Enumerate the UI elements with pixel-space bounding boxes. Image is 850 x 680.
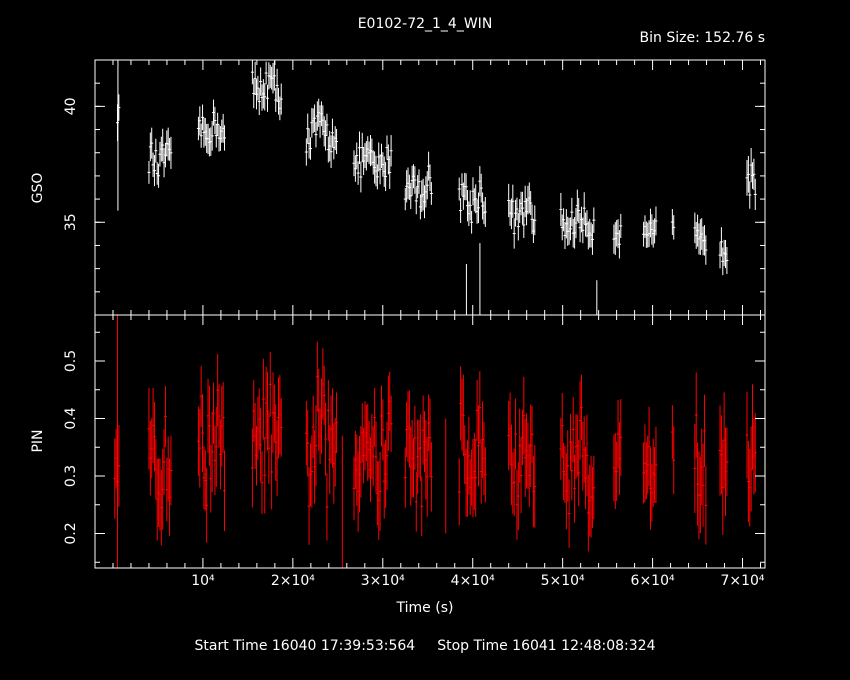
- pin-data-marks: [113, 315, 757, 568]
- gso-panel-segment-14: [718, 227, 729, 276]
- x-tick-label: 6×10⁴: [631, 573, 675, 589]
- pin-panel-segment-3: [250, 351, 283, 514]
- gso-panel-segment-11: [642, 206, 658, 248]
- pin-panel-ytick-label: 0.2: [63, 522, 79, 544]
- pin-panel-ytick-label: 0.4: [63, 407, 79, 429]
- pin-panel-segment-11: [642, 406, 658, 530]
- gso-panel-segment-4: [304, 98, 339, 169]
- pin-panel-segment-4: [304, 341, 339, 545]
- x-tick-label: 3×10⁴: [361, 573, 405, 589]
- gso-panel-segment-7: [457, 166, 487, 234]
- plot-axes: 35 40 0.2 0.3 0.4 0.5 10⁴ 2×10⁴ 3×10⁴ 4×10⁴ 5×10⁴ 6…: [63, 59, 766, 589]
- gso-panel-segment-5: [352, 131, 393, 193]
- gso-axis-label: GSO: [30, 173, 46, 204]
- pin-panel-segment-1: [147, 386, 173, 546]
- pin-panel-segment-7: [457, 366, 487, 526]
- pin-panel-segment-5: [352, 371, 393, 540]
- chart-title: E0102-72_1_4_WIN: [357, 16, 493, 32]
- pin-panel-segment-8: [507, 376, 537, 540]
- pin-panel-segment-6: [403, 390, 433, 537]
- time-axis-label: Time (s): [396, 600, 454, 616]
- time-range-info: Start Time 16040 17:39:53:564 Stop Time 1…: [0, 638, 850, 654]
- x-tick-label: 5×10⁴: [541, 573, 585, 589]
- gso-panel-segment-8: [507, 182, 537, 249]
- pin-panel-segment-9: [559, 374, 596, 552]
- pin-panel-ytick-label: 0.3: [63, 465, 79, 487]
- gso-panel-segment-9: [559, 189, 596, 255]
- pin-panel-frame: [94, 314, 766, 569]
- pin-panel-segment-12: [670, 405, 676, 495]
- stop-time: Stop Time 16041 12:48:08:324: [437, 638, 656, 654]
- gso-panel-segment-13: [693, 212, 708, 265]
- start-time: Start Time 16040 17:39:53:564: [194, 638, 416, 654]
- gso-panel-segment-3: [250, 60, 283, 121]
- x-tick-label: 2×10⁴: [271, 573, 315, 589]
- pin-panel-segment-15: [745, 384, 757, 527]
- gso-panel-segment-6: [403, 151, 433, 220]
- pin-panel-segment-14: [718, 392, 729, 535]
- x-tick-label: 7×10⁴: [720, 573, 764, 589]
- gso-data-marks: [115, 60, 757, 315]
- x-tick-label: 4×10⁴: [451, 573, 495, 589]
- pin-axis-label: PIN: [30, 429, 46, 452]
- gso-panel-segment-2: [196, 99, 227, 157]
- gso-panel-segment-10: [612, 213, 623, 259]
- gso-panel-segment-1: [147, 127, 173, 188]
- gso-panel-ytick-label: 40: [63, 97, 79, 115]
- pin-panel-ytick-label: 0.5: [63, 350, 79, 372]
- gso-panel-ytick-label: 35: [63, 213, 79, 231]
- bin-size-label: Bin Size: 152.76 s: [639, 30, 765, 46]
- pin-panel-segment-10: [612, 399, 623, 510]
- pin-panel-segment-2: [196, 353, 227, 543]
- pin-panel-segment-0: [113, 424, 121, 523]
- pin-panel-segment-13: [693, 372, 708, 545]
- gso-panel-segment-12: [670, 209, 676, 240]
- x-tick-label: 10⁴: [191, 573, 215, 589]
- gso-panel-segment-15: [745, 147, 757, 211]
